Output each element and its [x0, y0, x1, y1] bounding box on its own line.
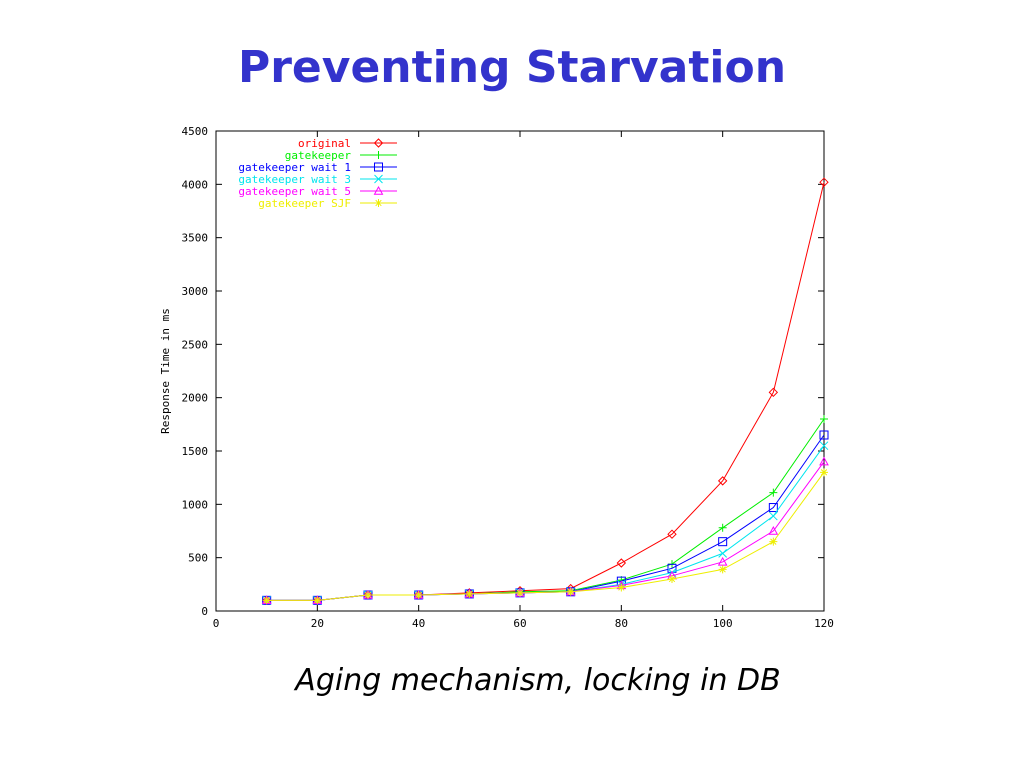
data-point: [668, 575, 676, 583]
legend-marker: [374, 162, 383, 172]
legend-marker: [373, 138, 384, 148]
data-point: [364, 591, 372, 599]
data-point: [819, 430, 829, 440]
legend-marker: [374, 151, 383, 159]
legend-marker: [374, 174, 383, 184]
data-point: [718, 537, 728, 547]
y-tick-label: 1500: [182, 445, 209, 458]
y-tick-label: 2000: [182, 392, 209, 405]
series-gatekeeper-wait-3: [262, 441, 829, 605]
data-point: [262, 596, 271, 605]
data-point: [820, 415, 828, 423]
data-point: [768, 503, 778, 513]
series-line: [266, 434, 825, 601]
y-tick-label: 4500: [182, 125, 209, 138]
data-point: [718, 523, 727, 532]
legend-marker: [373, 185, 384, 195]
data-point: [819, 177, 829, 187]
x-tick-label: 40: [412, 617, 425, 630]
series-line: [266, 182, 825, 601]
series-line: [266, 461, 825, 601]
x-tick-label: 0: [213, 617, 220, 630]
series-line: [266, 445, 825, 601]
series-gatekeeper-sjf: [262, 468, 828, 605]
x-tick-label: 60: [513, 617, 526, 630]
data-point: [465, 589, 474, 598]
data-point: [769, 488, 778, 497]
data-point: [718, 565, 727, 574]
x-tick-label: 100: [713, 617, 733, 630]
legend-label: gatekeeper wait 1: [238, 161, 351, 174]
chart-axes: 0 20 40 60 80 100 120 0 500 1000 1500 2000 2500 3000 3…: [159, 125, 834, 630]
data-point: [616, 558, 627, 568]
legend-label: gatekeeper: [285, 149, 352, 162]
x-tick-label: 20: [311, 617, 324, 630]
legend-label: original: [298, 137, 351, 150]
data-point: [819, 456, 829, 466]
data-point: [769, 537, 778, 546]
data-point: [819, 441, 829, 451]
y-axis-label: Response Time in ms: [159, 308, 172, 434]
data-point: [768, 387, 779, 398]
y-tick-label: 2500: [182, 338, 209, 351]
series-gatekeeper-wait-1: [262, 430, 829, 605]
legend-label: gatekeeper wait 3: [238, 173, 351, 186]
x-tick-label: 120: [814, 617, 834, 630]
legend-marker: [374, 199, 383, 207]
series-line: [266, 472, 825, 601]
y-tick-label: 4000: [182, 178, 209, 191]
data-point: [516, 588, 524, 597]
data-point: [667, 529, 677, 539]
data-point: [313, 596, 322, 605]
slide-caption: Aging mechanism, locking in DB: [295, 663, 781, 698]
legend-label: gatekeeper SJF: [258, 197, 351, 210]
series-original: [261, 177, 829, 606]
data-point: [566, 587, 575, 596]
slide-title: Preventing Starvation: [237, 42, 787, 93]
y-tick-label: 0: [201, 605, 208, 618]
series-gatekeeper-wait-5: [261, 456, 829, 605]
data-point: [820, 468, 828, 477]
series-gatekeeper: [262, 415, 828, 605]
data-point: [768, 511, 778, 521]
x-tick-label: 80: [615, 617, 628, 630]
chart-series: [261, 177, 829, 606]
y-tick-label: 3500: [182, 232, 209, 245]
data-point: [718, 549, 728, 558]
data-point: [414, 591, 423, 599]
legend-label: gatekeeper wait 5: [238, 185, 351, 198]
y-tick-label: 500: [188, 552, 208, 565]
data-point: [717, 476, 728, 486]
data-point: [768, 525, 779, 535]
data-point: [717, 556, 728, 566]
data-point: [617, 583, 626, 592]
y-tick-label: 1000: [182, 498, 209, 511]
series-line: [266, 418, 825, 601]
y-tick-label: 3000: [182, 285, 209, 298]
